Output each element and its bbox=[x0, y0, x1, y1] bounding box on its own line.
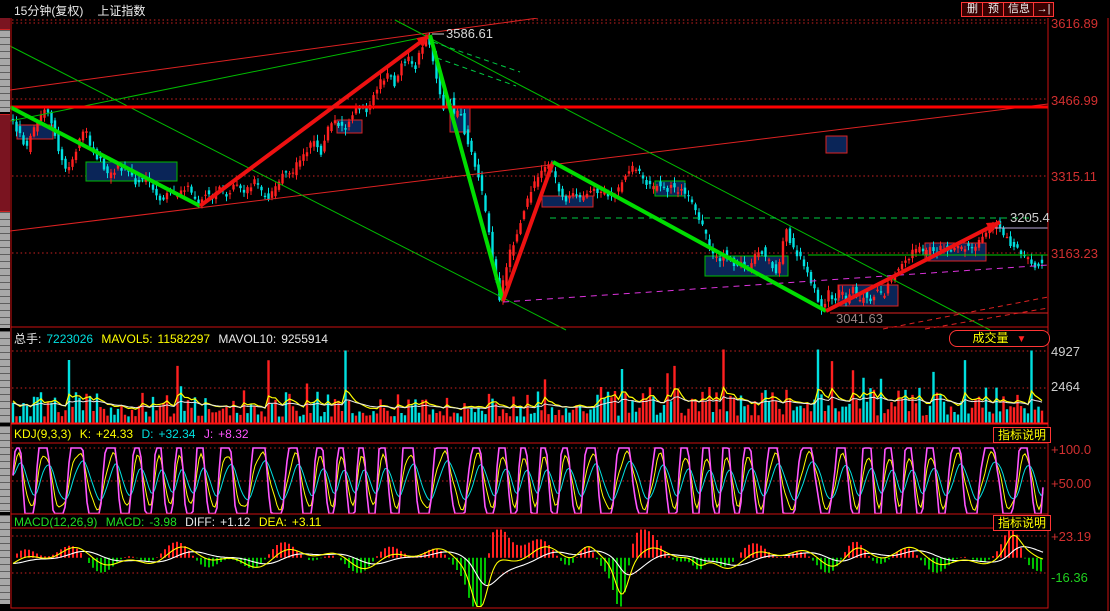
macd-indicator-help-button[interactable]: 指标说明 bbox=[993, 515, 1051, 531]
mavol5-value: 11582297 bbox=[157, 332, 211, 346]
diff-value: +1.12 bbox=[220, 515, 251, 529]
volume-header: 总手: 7223026 MAVOL5: 11582297 MAVOL10: 92559… bbox=[14, 330, 333, 347]
volume-value: 7223026 bbox=[46, 332, 94, 346]
volume-axis-label: 4927 bbox=[1051, 344, 1080, 359]
delete-button[interactable]: 删 bbox=[961, 2, 984, 17]
period-label: 15分钟(复权) bbox=[14, 4, 84, 18]
left-toolbar-segment[interactable] bbox=[0, 426, 10, 512]
left-toolbar[interactable] bbox=[0, 0, 10, 611]
price-annotation: 3041.63 bbox=[836, 311, 883, 326]
kdj-j-value: +8.32 bbox=[218, 427, 249, 441]
symbol-name: 上证指数 bbox=[97, 4, 146, 18]
price-annotation: 3586.61 bbox=[446, 26, 493, 41]
macd-axis-label: -16.36 bbox=[1051, 570, 1088, 585]
price-axis-label: 3163.23 bbox=[1051, 246, 1098, 261]
price-axis-label: 3466.99 bbox=[1051, 93, 1098, 108]
dea-value: +3.11 bbox=[291, 515, 322, 529]
kdj-header: KDJ(9,3,3) K: +24.33 D: +32.34 J: +8.32 bbox=[14, 427, 254, 441]
dea-label: DEA: bbox=[258, 515, 287, 529]
macd-label: MACD: bbox=[105, 515, 145, 529]
kdj-d-label: D: bbox=[141, 427, 154, 441]
kdj-axis-label: +50.00 bbox=[1051, 476, 1092, 491]
preview-button[interactable]: 预 bbox=[982, 2, 1005, 17]
info-button[interactable]: 信息 bbox=[1003, 2, 1035, 17]
volume-type-dropdown[interactable]: 成交量 ▼ bbox=[949, 330, 1050, 347]
volume-label: 总手: bbox=[14, 332, 42, 346]
title-bar: 15分钟(复权) 上证指数 删 预 信息 →| bbox=[0, 0, 1110, 18]
mavol5-label: MAVOL5: bbox=[101, 332, 153, 346]
kdj-indicator-help-button[interactable]: 指标说明 bbox=[993, 427, 1051, 443]
kdj-title: KDJ(9,3,3) bbox=[14, 427, 72, 441]
left-toolbar-segment[interactable] bbox=[0, 515, 10, 604]
macd-title: MACD(12,26,9) bbox=[14, 515, 98, 529]
volume-axis-label: 2464 bbox=[1051, 379, 1080, 394]
kdj-k-label: K: bbox=[79, 427, 92, 441]
macd-axis-label: +23.19 bbox=[1051, 529, 1092, 544]
mavol10-label: MAVOL10: bbox=[218, 332, 277, 346]
kdj-axis-label: +100.0 bbox=[1051, 442, 1092, 457]
price-axis-label: 3315.11 bbox=[1051, 169, 1098, 184]
kdj-k-value: +24.33 bbox=[96, 427, 134, 441]
left-toolbar-segment[interactable] bbox=[0, 212, 10, 328]
left-toolbar-segment[interactable] bbox=[0, 331, 10, 423]
chevron-down-icon: ▼ bbox=[1016, 334, 1027, 345]
price-axis-label: 3616.89 bbox=[1051, 16, 1098, 31]
kdj-d-value: +32.34 bbox=[158, 427, 196, 441]
macd-header: MACD(12,26,9) MACD: -3.98 DIFF: +1.12 DEA:… bbox=[14, 515, 326, 529]
price-annotation: 3205.4 bbox=[1010, 210, 1050, 225]
volume-dropdown-label: 成交量 bbox=[972, 331, 1009, 345]
left-toolbar-segment[interactable] bbox=[0, 30, 10, 112]
mavol10-value: 9255914 bbox=[281, 332, 328, 346]
collapse-arrow-icon[interactable]: →| bbox=[1033, 2, 1054, 17]
left-toolbar-segment[interactable] bbox=[0, 114, 10, 212]
diff-label: DIFF: bbox=[185, 515, 216, 529]
chart-title: 15分钟(复权) 上证指数 bbox=[14, 2, 145, 19]
macd-value: -3.98 bbox=[149, 515, 177, 529]
kdj-j-label: J: bbox=[203, 427, 214, 441]
